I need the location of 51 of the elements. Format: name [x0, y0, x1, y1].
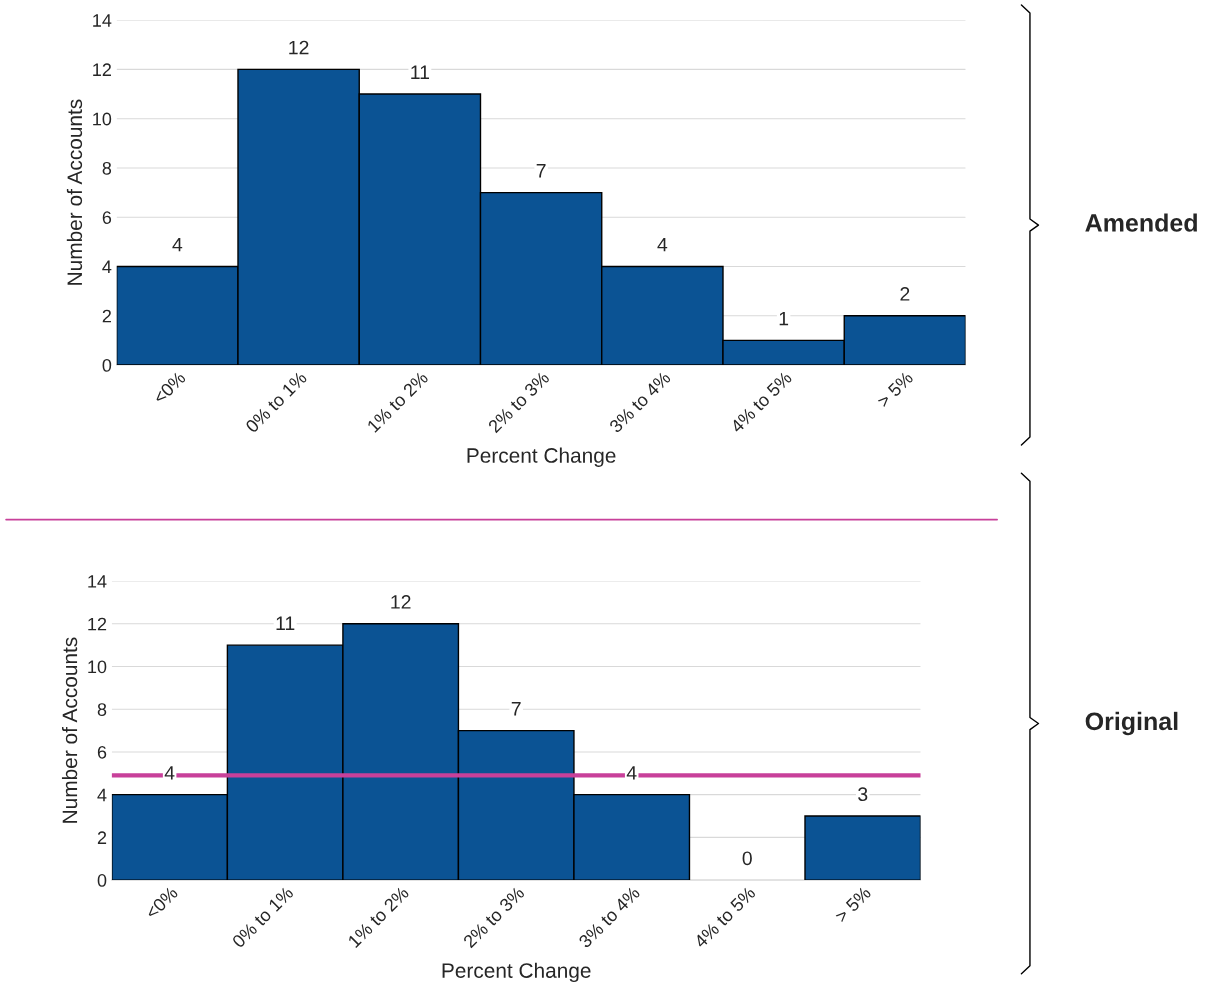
- y-tick-label: 8: [97, 703, 107, 716]
- data-label: 2: [900, 287, 910, 301]
- y-axis-title: Number of Accounts: [66, 99, 83, 285]
- y-tick-label: 14: [93, 14, 112, 27]
- y-tick-label: 10: [93, 112, 112, 126]
- bar: [804, 815, 921, 881]
- x-tick-label: > 5%: [876, 370, 914, 409]
- x-tick-label: <0%: [152, 370, 187, 405]
- data-label: 4: [164, 766, 175, 780]
- x-tick-label: 1% to 2%: [347, 885, 410, 949]
- x-tick-label: 0% to 1%: [244, 370, 308, 434]
- y-tick-label: 2: [97, 831, 107, 844]
- data-label: 4: [657, 237, 668, 252]
- x-tick-label: > 5%: [834, 885, 872, 924]
- x-tick-label: 4% to 5%: [729, 370, 793, 434]
- data-label: 7: [511, 702, 521, 716]
- y-tick-label: 6: [102, 211, 112, 224]
- data-label: 4: [172, 237, 183, 252]
- data-label: 12: [391, 595, 411, 609]
- y-tick-label: 0: [102, 358, 112, 372]
- data-label: 11: [411, 65, 430, 79]
- x-axis-title: Percent Change: [467, 447, 616, 467]
- x-tick-label: 3% to 4%: [608, 370, 672, 434]
- y-tick-label: 14: [88, 575, 107, 588]
- y-tick-label: 2: [102, 309, 111, 323]
- x-tick-label: 3% to 4%: [577, 885, 641, 949]
- y-axis-title: Number of Accounts: [61, 637, 78, 823]
- y-tick-label: 0: [97, 874, 107, 887]
- x-axis-title: Percent Change: [442, 962, 591, 983]
- data-label: 11: [276, 616, 295, 630]
- data-label: 12: [289, 40, 309, 55]
- y-tick-label: 6: [97, 745, 107, 759]
- text: Amended: [1085, 213, 1197, 232]
- y-tick-label: 8: [102, 161, 112, 175]
- data-label: 4: [626, 766, 637, 780]
- x-tick-label: 4% to 5%: [693, 885, 757, 949]
- y-tick-label: 10: [88, 660, 107, 674]
- y-tick-label: 4: [102, 260, 112, 274]
- x-tick-label: <0%: [144, 885, 179, 920]
- y-tick-label: 12: [88, 617, 107, 631]
- x-tick-label: 2% to 3%: [487, 370, 551, 434]
- data-label: 7: [536, 164, 546, 178]
- data-label: 3: [858, 787, 868, 802]
- y-tick-label: 12: [93, 63, 111, 76]
- data-label: 0: [742, 851, 752, 866]
- data-label: 1: [779, 311, 789, 326]
- y-tick-label: 4: [97, 788, 107, 802]
- x-tick-label: 1% to 2%: [366, 370, 429, 433]
- x-tick-label: 2% to 3%: [462, 885, 526, 949]
- text: Original: [1085, 711, 1178, 736]
- x-tick-label: 0% to 1%: [231, 885, 295, 949]
